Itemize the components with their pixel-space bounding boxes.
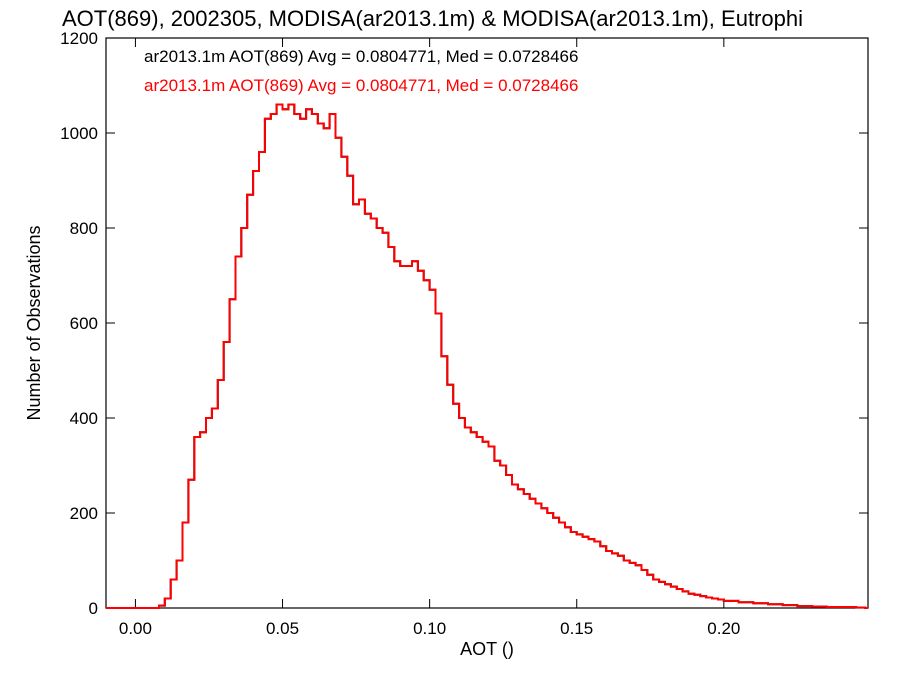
x-axis-ticks: 0.00 0.05 0.10 0.15 0.20	[119, 38, 740, 638]
legend-entry-black: ar2013.1m AOT(869) Avg = 0.0804771, Med …	[144, 47, 578, 66]
x-tick-label: 0.10	[413, 619, 446, 638]
y-axis-ticks: 0 200 400 600 800 1000 1200	[60, 29, 868, 618]
plot-frame	[105, 37, 869, 609]
y-tick-label: 0	[89, 599, 98, 618]
chart-title: AOT(869), 2002305, MODISA(ar2013.1m) & M…	[62, 6, 803, 31]
x-tick-label: 0.05	[266, 619, 299, 638]
y-tick-label: 800	[70, 219, 98, 238]
y-tick-label: 1000	[60, 124, 98, 143]
x-tick-label: 0.20	[707, 619, 740, 638]
histogram-series-black	[106, 103, 868, 609]
y-tick-label: 600	[70, 314, 98, 333]
y-tick-label: 200	[70, 504, 98, 523]
y-tick-label: 400	[70, 409, 98, 428]
x-tick-label: 0.15	[560, 619, 593, 638]
x-axis-label: AOT ()	[460, 639, 514, 659]
legend-entry-red: ar2013.1m AOT(869) Avg = 0.0804771, Med …	[144, 76, 578, 95]
histogram-series-red	[106, 103, 868, 609]
y-axis-label: Number of Observations	[24, 225, 44, 420]
x-tick-label: 0.00	[119, 619, 152, 638]
y-tick-label: 1200	[60, 29, 98, 48]
